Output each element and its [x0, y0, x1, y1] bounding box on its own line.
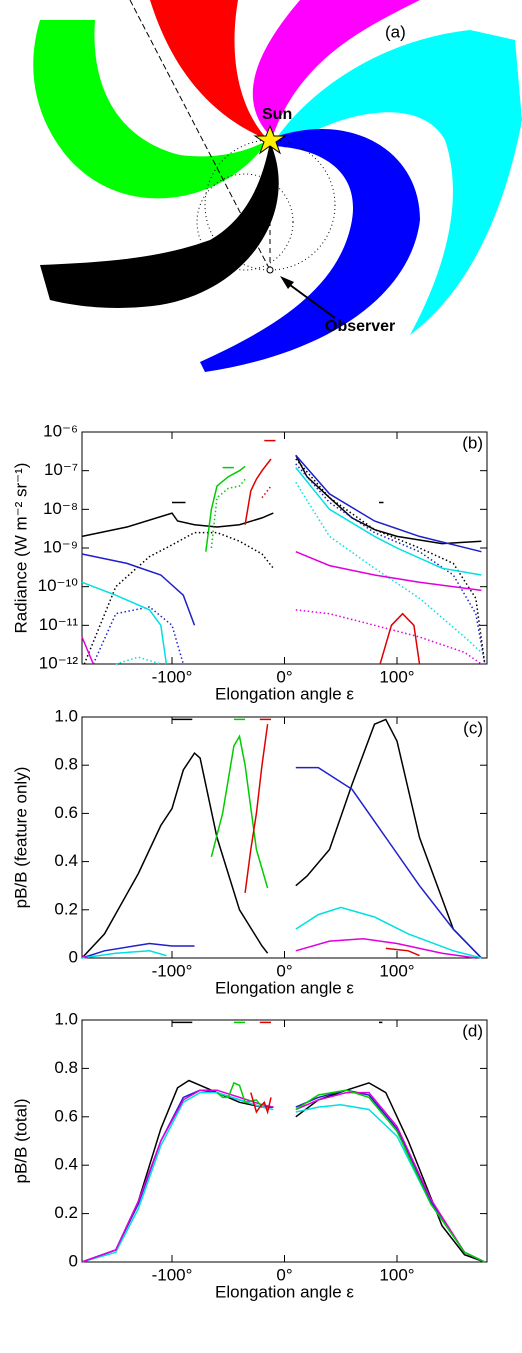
arrow-head [280, 276, 294, 289]
series-line [115, 481, 482, 665]
arm-black [40, 142, 279, 308]
y-tick-label: 0.8 [54, 755, 78, 774]
y-tick-label: 0 [69, 947, 78, 966]
angle-label: ε [248, 228, 257, 250]
arm-red [150, 0, 268, 140]
line-of-sight [129, 0, 271, 271]
y-tick-label: 0 [69, 1251, 78, 1270]
series-line [210, 734, 269, 889]
observer-arrow [285, 281, 336, 319]
series-line [81, 454, 482, 626]
x-tick-label: 0° [276, 961, 292, 980]
sun-label: Sun [262, 106, 292, 123]
y-tick-label: 10⁻¹² [39, 653, 79, 672]
series-line [81, 766, 482, 959]
x-tick-label: 0° [276, 667, 292, 686]
thomson-sphere [196, 173, 294, 271]
y-axis-label: pB/B (feature only) [11, 767, 30, 909]
y-tick-label: 10⁻¹¹ [39, 615, 79, 634]
observer-label: Observer [325, 318, 395, 335]
y-tick-label: 0.2 [54, 1203, 78, 1222]
series-line [81, 454, 482, 545]
series-line [83, 458, 486, 665]
series-line [92, 463, 486, 665]
y-tick-label: 0.6 [54, 803, 78, 822]
series-line [81, 718, 482, 959]
y-tick-label: 0.4 [54, 1155, 78, 1174]
series-line [244, 724, 420, 957]
y-tick-label: 10⁻⁶ [43, 421, 78, 440]
y-tick-label: 10⁻⁹ [43, 537, 78, 556]
series-line [250, 1092, 272, 1115]
x-tick-label: 100° [379, 667, 414, 686]
series-line [244, 458, 421, 665]
series-line [81, 467, 482, 665]
x-tick-label: 100° [379, 961, 414, 980]
y-tick-label: 0.8 [54, 1058, 78, 1077]
sun-star [253, 124, 287, 155]
arm-cyan [275, 30, 522, 335]
arm-blue [200, 128, 420, 372]
angle-arc [236, 221, 271, 236]
y-axis-label: Radiance (W m⁻² sr⁻¹) [11, 463, 30, 634]
ts-label: TS [193, 246, 212, 263]
x-tick-label: -100° [152, 961, 193, 980]
series-line [81, 1079, 486, 1263]
series-line [295, 609, 482, 665]
series-line [81, 906, 482, 959]
y-tick-label: 10⁻¹⁰ [38, 576, 79, 595]
series-line [205, 465, 246, 552]
arm-magenta [252, 0, 420, 138]
series-line [261, 485, 272, 499]
y-tick-label: 1.0 [54, 1009, 78, 1028]
y-tick-label: 0.4 [54, 851, 78, 870]
series-line [216, 1081, 486, 1263]
y-tick-label: 1.0 [54, 706, 78, 725]
x-axis-label: Elongation angle ε [215, 1282, 354, 1301]
observer-point [266, 266, 274, 274]
panel-label: (b) [462, 433, 483, 452]
series-line [81, 937, 476, 959]
panel-label: (d) [462, 1021, 483, 1040]
panel-label: (c) [463, 718, 483, 737]
plot-frame [81, 1019, 488, 1263]
arm-green [33, 20, 268, 199]
y-tick-label: 10⁻⁷ [44, 460, 78, 479]
x-tick-label: 0° [276, 1265, 292, 1284]
x-tick-label: -100° [152, 667, 193, 686]
series-line [210, 478, 246, 549]
series-line [81, 1089, 486, 1263]
y-tick-label: 0.6 [54, 1106, 78, 1125]
series-line [81, 1091, 486, 1263]
plot-frame [81, 431, 488, 665]
orbit-circle [204, 139, 336, 271]
series-line [81, 551, 482, 665]
panel-label: (a) [385, 22, 406, 41]
series-line [81, 1089, 486, 1263]
diagram: (a) Sun TS ε Observer [33, 0, 522, 372]
x-axis-label: Elongation angle ε [215, 684, 354, 703]
plot-frame [81, 716, 488, 959]
y-tick-label: 0.2 [54, 899, 78, 918]
x-tick-label: -100° [152, 1265, 193, 1284]
x-tick-label: 100° [379, 1265, 414, 1284]
y-tick-label: 10⁻⁸ [43, 499, 78, 518]
y-axis-label: pB/B (total) [11, 1098, 30, 1183]
x-axis-label: Elongation angle ε [215, 978, 354, 997]
